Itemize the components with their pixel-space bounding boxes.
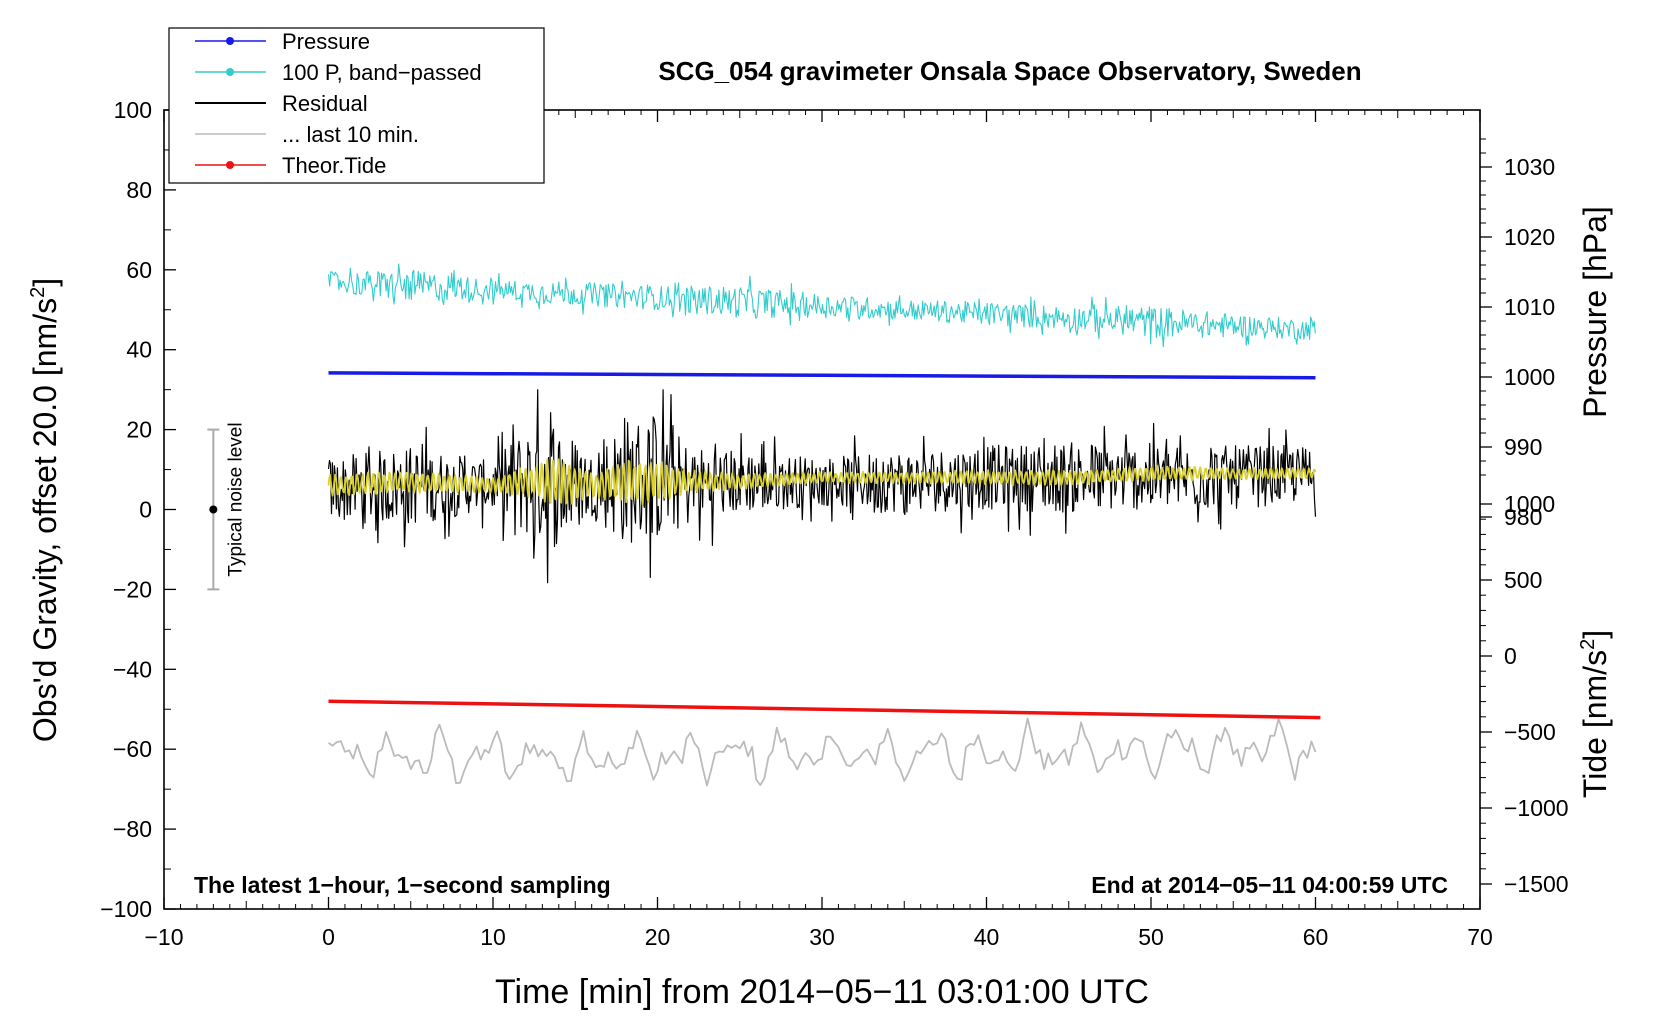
y-axis-title-tide-end: ]: [1577, 630, 1613, 639]
annotation-right: End at 2014−05−11 04:00:59 UTC: [1091, 872, 1448, 898]
pressure-tick-label: 980: [1504, 504, 1542, 530]
y-axis-title-left-end: ]: [27, 278, 63, 287]
annotation-left: The latest 1−hour, 1−second sampling: [194, 872, 611, 898]
x-tick-label: 70: [1467, 924, 1493, 950]
x-tick-label: 50: [1138, 924, 1164, 950]
x-tick-label: 10: [480, 924, 506, 950]
series-yellow-smoothed: [327, 458, 1317, 506]
noise-label: Typical noise level: [225, 422, 246, 576]
series-layer: [327, 263, 1321, 787]
tide-tick-label: 500: [1504, 567, 1542, 593]
x-tick-label: 20: [645, 924, 671, 950]
legend-label: Residual: [282, 91, 368, 116]
legend: Pressure 100 P, band−passed Residual ... la…: [168, 27, 545, 184]
y-axis-title-pressure: Pressure [hPa]: [1577, 206, 1613, 418]
axes-layer: −10 0 10 20 30 40 50 60 70100806040200−20−40−60−…: [100, 97, 1568, 950]
y-tick-label: 20: [126, 417, 152, 443]
legend-label: Theor.Tide: [282, 153, 386, 178]
y-tick-label: 40: [126, 337, 152, 363]
legend-marker: [226, 68, 234, 76]
x-tick-label: −10: [144, 924, 183, 950]
x-tick-label: 60: [1303, 924, 1329, 950]
y-tick-label: −80: [113, 816, 152, 842]
y-tick-label: −60: [113, 736, 152, 762]
legend-label: Pressure: [282, 29, 370, 54]
y-tick-label: 0: [139, 497, 152, 523]
tide-tick-label: −1500: [1504, 871, 1569, 897]
y-axis-title-left-main: Obs'd Gravity, offset 20.0 [nm/s: [27, 298, 63, 742]
y-axis-title-tide-sup: 2: [1577, 639, 1599, 650]
y-axis-title-tide-main: Tide [nm/s: [1577, 650, 1613, 798]
tide-tick-label: 0: [1504, 643, 1517, 669]
y-axis-title-left-sup: 2: [27, 287, 49, 298]
y-axis-title-tide: Tide [nm/s2]: [1577, 630, 1613, 798]
chart-title: SCG_054 gravimeter Onsala Space Observat…: [658, 56, 1361, 86]
x-axis-title: Time [min] from 2014−05−11 03:01:00 UTC: [495, 973, 1149, 1011]
y-axis-title-left: Obs'd Gravity, offset 20.0 [nm/s2]: [27, 278, 63, 742]
x-tick-label: 0: [322, 924, 335, 950]
legend-marker: [226, 37, 234, 45]
x-tick-label: 30: [809, 924, 835, 950]
noise-dot: [209, 505, 218, 514]
x-tick-label: 40: [974, 924, 1000, 950]
legend-label: 100 P, band−passed: [282, 60, 482, 85]
y-tick-label: −100: [100, 896, 152, 922]
legend-label: ... last 10 min.: [282, 122, 419, 147]
tide-tick-label: 1000: [1504, 491, 1555, 517]
pressure-tick-label: 1010: [1504, 294, 1555, 320]
y-tick-label: −40: [113, 656, 152, 682]
legend-items: Pressure 100 P, band−passed Residual ... la…: [195, 29, 482, 178]
plot-frame: [163, 109, 1481, 910]
y-tick-label: −20: [113, 576, 152, 602]
series-last-10-min: [327, 717, 1317, 787]
series-residual: [327, 389, 1317, 584]
series-100-p-band-passed: [327, 263, 1316, 348]
tide-tick-label: −500: [1504, 719, 1556, 745]
noise-level-indicator: Typical noise level: [207, 422, 246, 591]
legend-box: [168, 27, 545, 184]
tide-tick-label: −1000: [1504, 795, 1569, 821]
pressure-tick-label: 1030: [1504, 154, 1555, 180]
y-tick-label: 80: [126, 177, 152, 203]
series-theor-tide: [328, 699, 1321, 720]
series-pressure: [328, 371, 1316, 380]
y-tick-label: 100: [114, 97, 152, 123]
pressure-tick-label: 990: [1504, 434, 1542, 460]
legend-marker: [226, 161, 234, 169]
y-tick-label: 60: [126, 257, 152, 283]
pressure-tick-label: 1000: [1504, 364, 1555, 390]
pressure-tick-label: 1020: [1504, 224, 1555, 250]
